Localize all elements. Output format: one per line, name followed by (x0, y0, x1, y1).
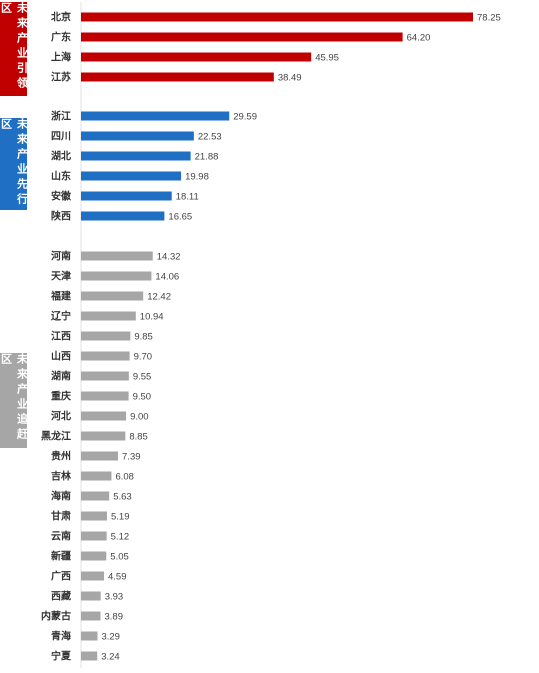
bar (81, 251, 153, 261)
category-label: 天津 (51, 270, 71, 283)
bar (81, 191, 172, 201)
data-label: 78.25 (477, 13, 501, 24)
category-label: 宁夏 (51, 650, 72, 663)
zone-label-pioneer: 未来产业先行区 (0, 118, 29, 210)
category-label: 上海 (51, 51, 71, 64)
category-label: 贵州 (51, 450, 71, 463)
data-label: 5.05 (110, 552, 129, 563)
category-label: 海南 (51, 490, 71, 503)
category-label: 安徽 (51, 190, 72, 203)
category-label: 内蒙古 (41, 610, 71, 623)
data-label: 5.63 (113, 492, 132, 503)
category-label: 福建 (50, 290, 72, 303)
category-label: 辽宁 (51, 310, 71, 323)
data-label: 29.59 (233, 112, 257, 123)
bar (81, 531, 107, 541)
zone-label-catch-up: 未来产业追赶区 (0, 353, 29, 448)
data-label: 14.32 (157, 252, 181, 263)
bar (81, 12, 473, 22)
bar (81, 651, 98, 661)
bar (81, 131, 194, 141)
bar (81, 351, 130, 361)
bar (81, 631, 98, 641)
bar (81, 611, 101, 621)
category-label: 青海 (51, 630, 71, 643)
bar (81, 491, 110, 501)
category-label: 山西 (51, 350, 71, 363)
category-label: 江西 (51, 330, 71, 343)
category-label: 广西 (51, 570, 71, 583)
category-label: 黑龙江 (41, 430, 71, 443)
bar (81, 591, 101, 601)
bar (81, 291, 144, 301)
data-label: 9.85 (134, 332, 153, 343)
data-label: 16.65 (168, 212, 192, 223)
category-label: 北京 (51, 11, 71, 24)
category-label: 河北 (51, 410, 71, 423)
zone-label-leading: 未来产业引领区 (0, 2, 29, 96)
bar (81, 511, 107, 521)
data-label: 12.42 (147, 292, 171, 303)
data-label: 9.00 (130, 412, 149, 423)
data-label: 3.29 (101, 632, 120, 643)
category-label: 湖南 (51, 370, 71, 383)
data-label: 5.12 (111, 532, 130, 543)
bar (81, 52, 312, 62)
data-label: 9.55 (133, 372, 152, 383)
category-label: 吉林 (51, 470, 72, 483)
data-label: 4.59 (108, 572, 127, 583)
category-label: 广东 (51, 31, 71, 44)
data-label: 64.20 (407, 33, 431, 44)
category-label: 西藏 (51, 590, 71, 603)
bar (81, 571, 104, 581)
category-label: 云南 (51, 530, 71, 543)
category-label: 陕西 (51, 210, 71, 223)
data-label: 5.19 (111, 512, 130, 523)
bar (81, 171, 182, 181)
category-label: 江苏 (51, 71, 71, 84)
data-label: 3.89 (104, 612, 123, 623)
bar (81, 471, 112, 481)
bar (81, 551, 107, 561)
category-label: 四川 (51, 131, 71, 143)
bar (81, 311, 136, 321)
category-label: 湖北 (51, 150, 71, 163)
category-label: 浙江 (51, 110, 71, 123)
bar (81, 411, 127, 421)
data-label: 22.53 (198, 132, 222, 143)
bar (81, 111, 230, 121)
data-label: 6.08 (115, 472, 134, 483)
category-label: 山东 (51, 170, 71, 183)
data-label: 8.85 (129, 432, 148, 443)
bar (81, 431, 126, 441)
data-label: 45.95 (315, 53, 339, 64)
category-label: 重庆 (51, 390, 71, 403)
bar (81, 331, 131, 341)
data-label: 19.98 (185, 172, 209, 183)
data-label: 3.93 (105, 592, 124, 603)
bar (81, 72, 274, 82)
category-label: 河南 (51, 250, 71, 263)
category-label: 新疆 (51, 550, 71, 563)
data-label: 14.06 (155, 272, 179, 283)
bar (81, 451, 119, 461)
data-label: 9.50 (133, 392, 152, 403)
bar (81, 151, 191, 161)
data-label: 3.24 (101, 652, 120, 663)
bar (81, 32, 403, 42)
data-label: 7.39 (122, 452, 141, 463)
data-label: 38.49 (278, 73, 302, 84)
data-label: 18.11 (176, 192, 199, 203)
bar (81, 371, 129, 381)
bar (81, 271, 152, 281)
data-label: 9.70 (134, 352, 153, 363)
data-label: 10.94 (140, 312, 164, 323)
data-label: 21.88 (195, 152, 219, 163)
bar (81, 211, 165, 221)
bar (81, 391, 129, 401)
category-label: 甘肃 (51, 510, 71, 523)
